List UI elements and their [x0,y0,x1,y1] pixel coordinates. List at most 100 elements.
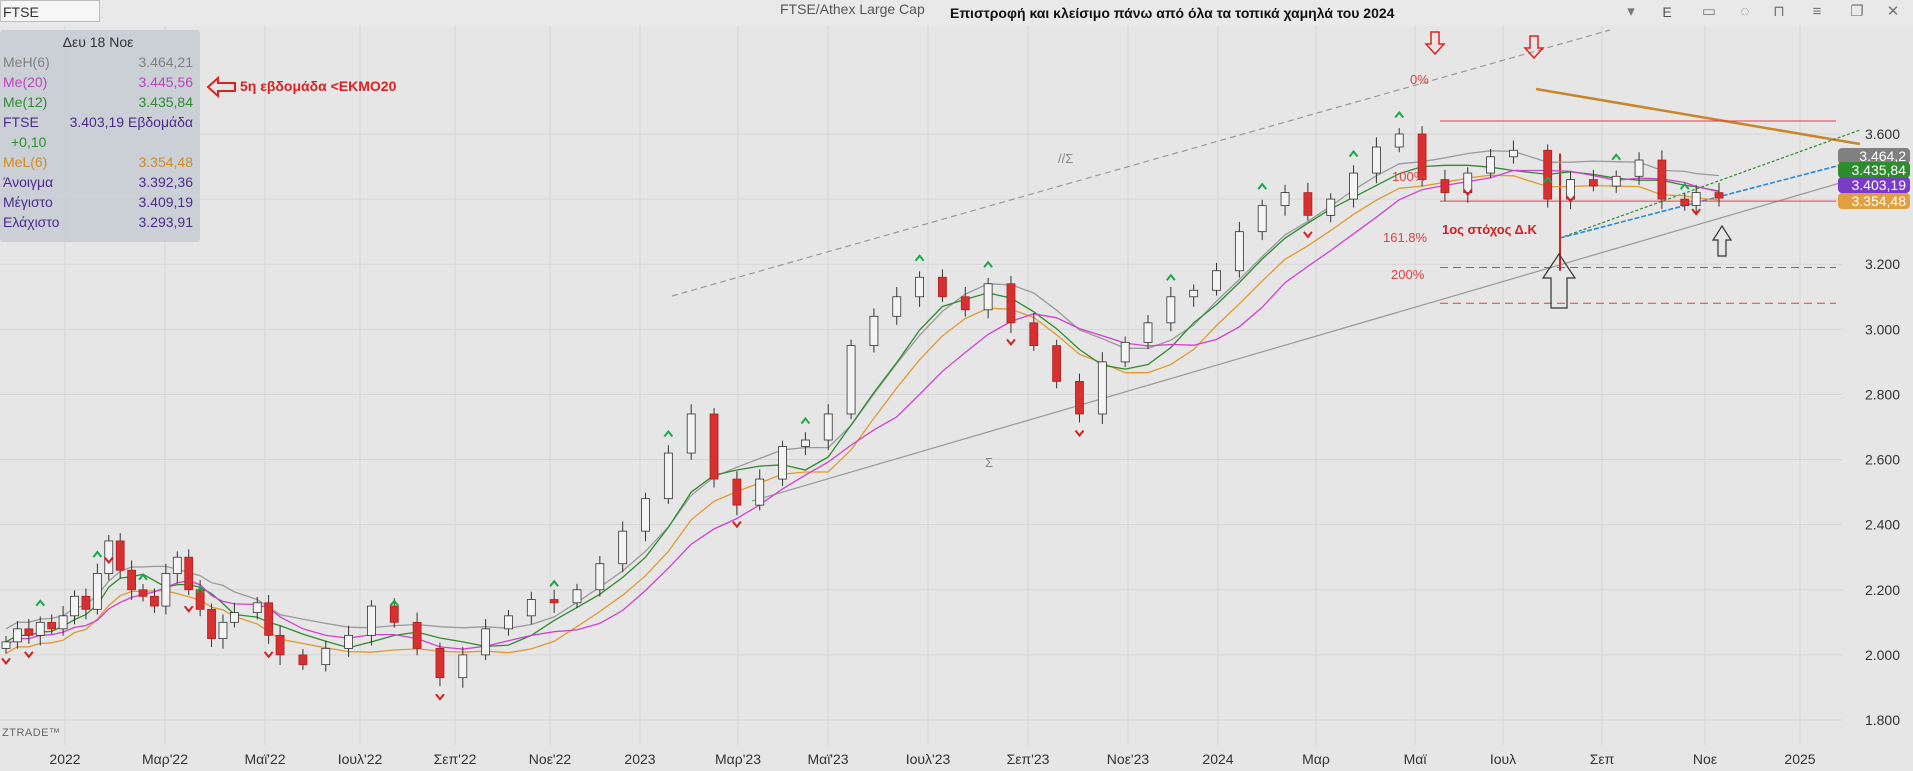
symbol-input[interactable]: FTSE [0,0,100,22]
candle [504,609,513,636]
x-tick-label: Ιουλ'22 [338,751,383,767]
menu-icon[interactable]: ≡ [1812,3,1822,20]
legend-row: Μέγιστο 3.409,19 [3,194,193,214]
window-icon[interactable]: ❐ [1850,3,1864,20]
fib-label-0: 0% [1410,72,1429,87]
candle [298,649,308,670]
candle [35,616,45,646]
candle [184,549,194,595]
candle [58,606,68,636]
candle [252,596,262,620]
channel-upper-line [671,29,1611,297]
legend-value: 3.464,21 [138,54,194,70]
candle [172,551,182,584]
x-tick-label: Μαϊ'23 [807,751,848,767]
candle [1463,167,1473,203]
candle [801,432,810,455]
legend-label: Me(12) [3,94,48,110]
ma-high-6-line [5,150,1720,630]
candle [1588,169,1598,192]
e-button[interactable]: E [1662,4,1672,20]
y-tick-label: 3.200 [1865,256,1900,272]
candle [549,589,559,613]
legend-value: 3.392,36 [138,174,194,190]
week-note: 5η εβδομάδα <ΕΚΜΟ20 [240,78,397,94]
left-arrow-icon [206,75,236,99]
candle [275,625,285,665]
svg-text:3.435,84: 3.435,84 [1852,162,1907,178]
price-chart[interactable]: 0% 100% 161.8% 200% 1ος στόχος Δ.Κ //Σ Σ… [0,26,1913,771]
candle [1372,137,1381,184]
y-tick-label: 2.800 [1865,386,1900,402]
legend-row: MeH(6) 3.464,21 [3,54,193,74]
price-tag: 3.435,84 [1838,162,1910,178]
swing-high-marker [983,260,993,268]
price-tags: 3.464,23.435,843.403,193.354,48 [1838,148,1910,209]
chart-background [0,26,1913,771]
swing-low-marker [1006,338,1016,346]
swing-low-marker [1462,188,1473,197]
swing-low-marker [732,521,742,529]
candle [24,619,34,644]
candle [778,440,787,486]
swing-high-marker [92,550,103,558]
swing-high-marker [195,586,205,594]
legend-row: Ελάχιστο 3.293,91 [3,214,193,234]
swing-high-marker [1166,273,1176,281]
swing-high-marker [389,599,400,607]
lock-icon[interactable]: ⊓ [1773,3,1785,20]
candle [1680,193,1690,211]
fib-label-100: 100% [1392,169,1426,184]
chart-name: FTSE/Athex Large Cap [780,1,925,17]
candle [1257,199,1267,241]
y-tick-label: 2.000 [1865,647,1900,663]
down-arrow-icon [1523,35,1545,60]
fib-label-161-8: 161.8% [1383,230,1428,245]
candle [1566,171,1575,210]
x-tick-label: Νοε'22 [529,751,572,767]
up-arrow-icon [1541,252,1577,309]
candle [1120,336,1130,368]
candle [1349,165,1358,208]
chevron-down-icon[interactable]: ▾ [1627,3,1635,20]
candle [1611,170,1621,193]
candle [1006,275,1016,333]
legend-label: FTSE [3,114,39,130]
swing-high-marker [914,254,925,262]
x-tick-label: Σεπ [1590,751,1615,767]
candle [618,521,628,573]
legend-value: 3.435,84 [138,94,194,110]
close-icon[interactable]: ✕ [1886,3,1900,20]
candle [1280,184,1290,216]
legend-label: MeH(6) [3,54,50,70]
candle [1714,182,1724,207]
swing-low-marker [24,651,34,659]
down-arrow-icon [1424,31,1446,56]
legend-label: Ελάχιστο [3,214,60,230]
candle [161,563,171,615]
candle [367,600,376,646]
candle [1029,313,1039,351]
candle [869,308,879,353]
candle [70,590,79,625]
swing-high-marker [1542,175,1553,184]
legend-label: Me(20) [3,74,48,90]
candle [595,555,605,597]
save-icon[interactable]: ▭ [1701,3,1717,20]
y-tick-label: 2.600 [1865,452,1900,468]
channel-upper-label: //Σ [1058,151,1073,166]
x-tick-label: Μαϊ [1404,751,1428,767]
svg-text:3.354,48: 3.354,48 [1852,193,1907,209]
x-tick-label: 2024 [1202,751,1233,767]
swing-high-marker [1348,149,1359,158]
candle [13,621,22,649]
candle [755,469,765,511]
legend-row: FTSE 3.403,19 Εβδομάδα [3,114,193,134]
comment-icon[interactable]: ◌ [1740,3,1750,20]
candle [709,408,719,488]
y-tick-label: 2.400 [1865,517,1900,533]
candle [229,602,239,628]
swing-high-marker [663,429,674,438]
fib-label-200: 200% [1391,267,1425,282]
candle [389,598,399,628]
